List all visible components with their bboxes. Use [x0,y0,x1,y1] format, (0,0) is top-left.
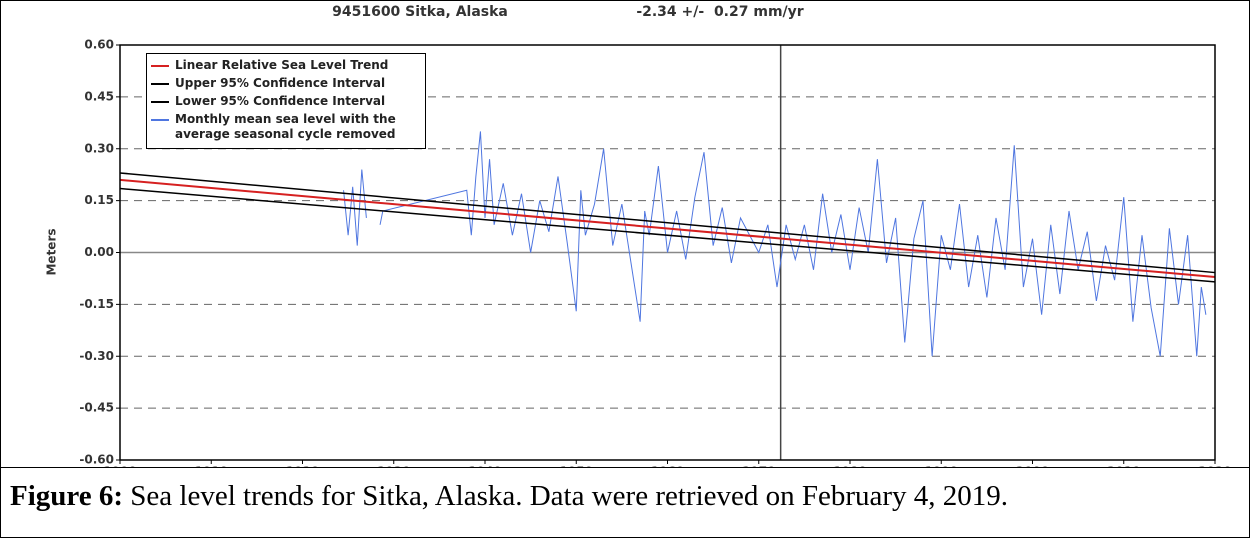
series-line [119,187,1216,283]
chart-title: 9451600 Sitka, Alaska [332,4,508,20]
x-tick-label: 2000 [1016,465,1049,468]
x-tick-label: 1940 [468,465,501,468]
legend-swatch [151,101,169,103]
y-tick-label: -0.30 [79,349,114,363]
legend-entry: Monthly mean sea level with the average … [151,112,421,142]
legend-swatch [151,65,169,67]
legend-label: Upper 95% Confidence Interval [175,76,386,90]
legend-label: Linear Relative Sea Level Trend [175,58,389,72]
x-tick-label: 1900 [103,465,136,468]
x-tick-label: 1970 [742,465,775,468]
legend-swatch [151,83,169,85]
y-axis-label: Meters [45,228,59,275]
x-tick-label: 2020 [1198,465,1231,468]
x-tick-label: 1950 [560,465,593,468]
x-tick-label: 1930 [377,465,410,468]
x-tick-label: 1910 [195,465,228,468]
x-tick-label: 1980 [833,465,866,468]
x-tick-label: 1990 [925,465,958,468]
legend-entry: Lower 95% Confidence Interval [151,94,421,109]
y-tick-label: 0.45 [84,89,114,103]
legend: Linear Relative Sea Level Trend Upper 95%… [146,53,426,149]
series-line [119,178,1216,279]
y-tick-label: 0.00 [84,245,114,259]
x-tick-label: 1920 [286,465,319,468]
y-tick-label: 0.30 [84,141,114,155]
series-line [119,172,1216,274]
y-tick-label: -0.45 [79,401,114,415]
x-tick-label: 2010 [1107,465,1140,468]
caption-label: Figure 6: [10,480,124,512]
y-tick-label: -0.60 [79,453,114,467]
legend-label: Lower 95% Confidence Interval [175,94,386,108]
legend-swatch [151,119,169,121]
caption-text: Sea level trends for Sitka, Alaska. Data… [130,480,1009,512]
y-tick-label: 0.15 [84,193,114,207]
legend-entry: Linear Relative Sea Level Trend [151,58,421,73]
caption: Figure 6: Sea level trends for Sitka, Al… [0,467,1250,538]
y-tick-label: 0.60 [84,38,114,52]
plot-border [119,44,1216,461]
chart-subtitle: -2.34 +/- 0.27 mm/yr [636,4,803,20]
legend-label: Monthly mean sea level with the average … [175,112,396,141]
legend-entry: Upper 95% Confidence Interval [151,76,421,91]
x-tick-label: 1960 [651,465,684,468]
y-tick-label: -0.15 [79,297,114,311]
